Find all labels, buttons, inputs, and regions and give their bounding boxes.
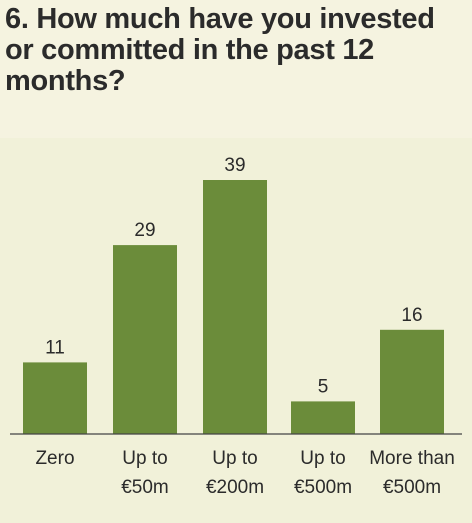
chart-title: 6. How much have you invested or committ… (5, 3, 435, 97)
data-label-2: 39 (224, 155, 245, 176)
x-tick-label-4: More than €500m (369, 448, 455, 498)
bar-1 (113, 245, 177, 434)
bar-4 (380, 329, 444, 434)
x-tick-label-3: Up to €500m (294, 448, 352, 498)
bar-3 (291, 401, 355, 434)
x-tick-label-0: Zero (35, 448, 74, 469)
data-label-4: 16 (401, 305, 422, 326)
x-tick-label-1: Up to €50m (121, 448, 169, 498)
data-label-1: 29 (134, 220, 155, 241)
chart-header: 6. How much have you invested or committ… (0, 0, 472, 138)
bar-0 (23, 362, 87, 434)
data-label-0: 11 (45, 337, 65, 358)
x-tick-label-2: Up to €200m (206, 448, 264, 498)
bar-2 (203, 180, 267, 434)
plot-area: 11 Zero 29 Up to €50m 39 Up to €200m 5 Up to €500m… (0, 138, 472, 523)
bar-chart: 11 Zero 29 Up to €50m 39 Up to €200m 5 Up to €500m… (10, 155, 462, 498)
data-label-3: 5 (318, 376, 329, 397)
